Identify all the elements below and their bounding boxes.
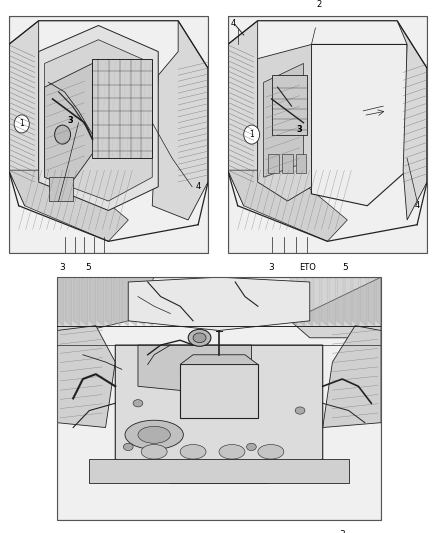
Polygon shape bbox=[114, 277, 120, 326]
Polygon shape bbox=[368, 277, 374, 326]
Bar bbox=[296, 154, 307, 173]
Polygon shape bbox=[264, 63, 304, 177]
Polygon shape bbox=[130, 277, 136, 326]
Text: 5: 5 bbox=[343, 263, 348, 272]
Polygon shape bbox=[376, 277, 382, 326]
Text: 4: 4 bbox=[414, 201, 420, 210]
Ellipse shape bbox=[219, 445, 245, 459]
Text: 4: 4 bbox=[231, 19, 237, 28]
Polygon shape bbox=[360, 277, 367, 326]
Polygon shape bbox=[115, 345, 323, 483]
Polygon shape bbox=[353, 277, 359, 326]
Polygon shape bbox=[65, 277, 71, 326]
Polygon shape bbox=[314, 277, 320, 326]
Polygon shape bbox=[89, 459, 349, 483]
Polygon shape bbox=[9, 170, 128, 241]
Polygon shape bbox=[290, 277, 381, 338]
Polygon shape bbox=[92, 59, 152, 158]
Polygon shape bbox=[323, 326, 381, 427]
Polygon shape bbox=[45, 40, 152, 201]
Polygon shape bbox=[106, 277, 112, 326]
Bar bbox=[180, 365, 258, 418]
Polygon shape bbox=[397, 21, 427, 220]
Circle shape bbox=[193, 333, 206, 343]
Polygon shape bbox=[97, 277, 104, 326]
Polygon shape bbox=[57, 326, 115, 427]
Polygon shape bbox=[138, 277, 145, 326]
Polygon shape bbox=[152, 21, 208, 220]
Bar bbox=[272, 75, 307, 134]
Circle shape bbox=[124, 443, 133, 450]
Polygon shape bbox=[180, 355, 258, 365]
Polygon shape bbox=[39, 26, 158, 211]
Polygon shape bbox=[128, 277, 310, 330]
Text: 4: 4 bbox=[195, 182, 201, 191]
Ellipse shape bbox=[258, 445, 284, 459]
Ellipse shape bbox=[138, 426, 170, 443]
Text: 2: 2 bbox=[317, 0, 322, 9]
Bar bbox=[282, 154, 293, 173]
Polygon shape bbox=[337, 277, 343, 326]
Circle shape bbox=[55, 125, 71, 144]
Polygon shape bbox=[311, 44, 407, 206]
Text: 3: 3 bbox=[60, 263, 65, 272]
Circle shape bbox=[14, 115, 29, 133]
Text: 1: 1 bbox=[249, 130, 254, 139]
Ellipse shape bbox=[141, 445, 167, 459]
Text: 1: 1 bbox=[19, 119, 24, 128]
Polygon shape bbox=[89, 277, 96, 326]
Polygon shape bbox=[122, 277, 128, 326]
Circle shape bbox=[295, 407, 305, 414]
Polygon shape bbox=[228, 21, 258, 206]
Polygon shape bbox=[73, 277, 80, 326]
Polygon shape bbox=[81, 277, 88, 326]
Polygon shape bbox=[57, 277, 154, 338]
Circle shape bbox=[133, 400, 143, 407]
Ellipse shape bbox=[125, 420, 184, 449]
Polygon shape bbox=[298, 277, 304, 326]
Polygon shape bbox=[258, 44, 311, 201]
Bar bbox=[268, 154, 279, 173]
Polygon shape bbox=[321, 277, 328, 326]
Polygon shape bbox=[290, 277, 297, 326]
Polygon shape bbox=[228, 16, 427, 253]
Circle shape bbox=[247, 443, 256, 450]
Polygon shape bbox=[306, 277, 312, 326]
Text: 3: 3 bbox=[67, 116, 74, 125]
Polygon shape bbox=[138, 345, 251, 393]
Circle shape bbox=[244, 125, 260, 144]
Polygon shape bbox=[146, 277, 152, 326]
Text: ETO: ETO bbox=[299, 263, 316, 272]
Bar bbox=[49, 177, 73, 201]
Ellipse shape bbox=[180, 445, 206, 459]
Polygon shape bbox=[9, 16, 208, 253]
Polygon shape bbox=[45, 63, 92, 187]
Text: 5: 5 bbox=[85, 263, 92, 272]
Polygon shape bbox=[9, 21, 39, 206]
Text: 3: 3 bbox=[339, 530, 345, 533]
Polygon shape bbox=[228, 170, 347, 241]
Text: 3: 3 bbox=[297, 125, 302, 134]
Polygon shape bbox=[57, 277, 64, 326]
Polygon shape bbox=[57, 277, 381, 520]
Polygon shape bbox=[329, 277, 336, 326]
Text: 3: 3 bbox=[269, 263, 275, 272]
Polygon shape bbox=[345, 277, 351, 326]
Circle shape bbox=[188, 329, 211, 346]
